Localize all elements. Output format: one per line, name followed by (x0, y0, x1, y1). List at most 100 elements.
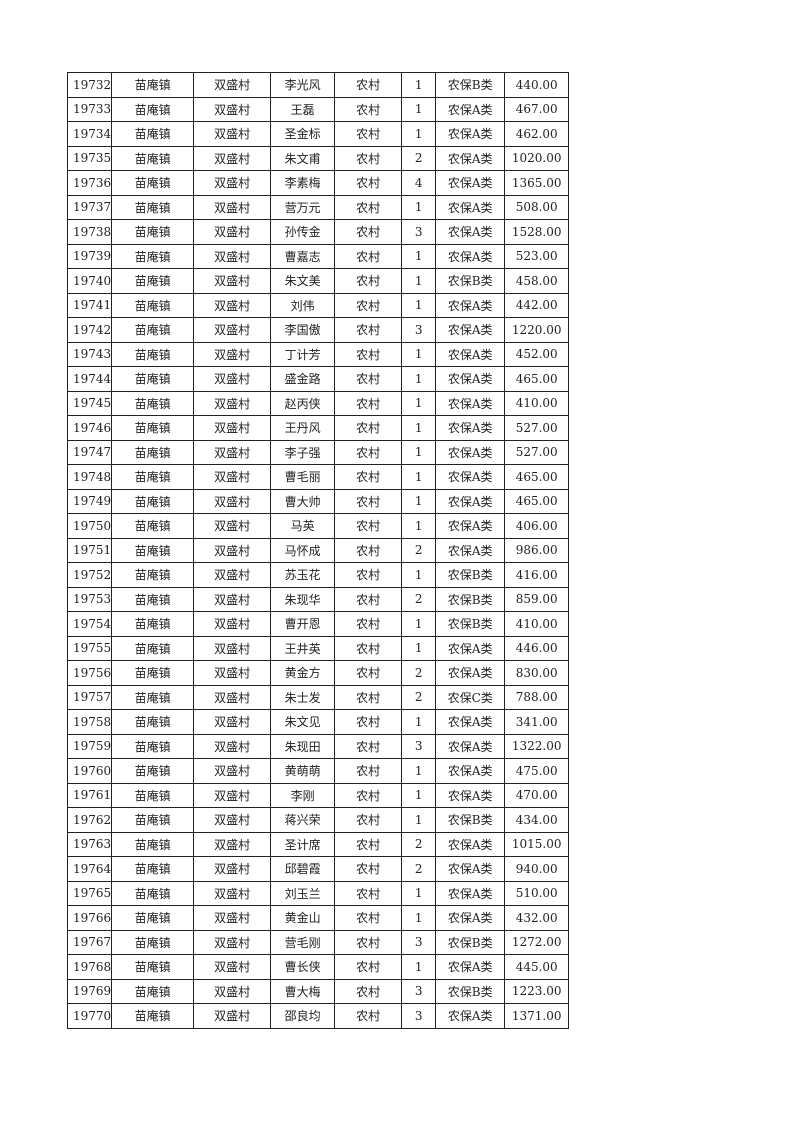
record-id-cell: 19745 (66, 390, 113, 416)
record-id-cell: 19749 (66, 488, 113, 514)
name-cell: 邵良均 (270, 1003, 336, 1029)
name-cell: 曹毛丽 (270, 464, 336, 490)
member-count-cell: 3 (401, 929, 437, 955)
village-cell: 双盛村 (193, 488, 272, 514)
village-cell: 双盛村 (193, 170, 272, 196)
table-row: 19764 苗庵镇 双盛村 邱碧霞 农村 2 农保A类 940.00 (66, 856, 570, 882)
table-row: 19736 苗庵镇 双盛村 李素梅 农村 4 农保A类 1365.00 (66, 170, 570, 196)
household-type-cell: 农村 (334, 390, 403, 416)
amount-cell: 1322.00 (504, 733, 570, 759)
member-count-cell: 2 (401, 831, 437, 857)
table-row: 19770 苗庵镇 双盛村 邵良均 农村 3 农保A类 1371.00 (66, 1003, 570, 1029)
town-cell: 苗庵镇 (111, 72, 195, 98)
household-type-cell: 农村 (334, 464, 403, 490)
village-cell: 双盛村 (193, 513, 272, 539)
amount-cell: 446.00 (504, 635, 570, 661)
household-type-cell: 农村 (334, 807, 403, 833)
table-row: 19755 苗庵镇 双盛村 王井英 农村 1 农保A类 446.00 (66, 635, 570, 661)
insurance-category-cell: 农保A类 (435, 856, 506, 882)
village-cell: 双盛村 (193, 317, 272, 343)
table-row: 19769 苗庵镇 双盛村 曹大梅 农村 3 农保B类 1223.00 (66, 978, 570, 1004)
household-type-cell: 农村 (334, 758, 403, 784)
amount-cell: 1015.00 (504, 831, 570, 857)
table-row: 19752 苗庵镇 双盛村 苏玉花 农村 1 农保B类 416.00 (66, 562, 570, 588)
table-row: 19765 苗庵镇 双盛村 刘玉兰 农村 1 农保A类 510.00 (66, 880, 570, 906)
town-cell: 苗庵镇 (111, 709, 195, 735)
member-count-cell: 1 (401, 243, 437, 269)
member-count-cell: 2 (401, 586, 437, 612)
village-cell: 双盛村 (193, 586, 272, 612)
record-id-cell: 19739 (66, 243, 113, 269)
town-cell: 苗庵镇 (111, 929, 195, 955)
village-cell: 双盛村 (193, 684, 272, 710)
household-type-cell: 农村 (334, 415, 403, 441)
insurance-category-cell: 农保A类 (435, 390, 506, 416)
table-row: 19741 苗庵镇 双盛村 刘伟 农村 1 农保A类 442.00 (66, 292, 570, 318)
village-cell: 双盛村 (193, 72, 272, 98)
amount-cell: 445.00 (504, 954, 570, 980)
table-row: 19750 苗庵镇 双盛村 马英 农村 1 农保A类 406.00 (66, 513, 570, 539)
amount-cell: 508.00 (504, 194, 570, 220)
village-cell: 双盛村 (193, 611, 272, 637)
insurance-category-cell: 农保B类 (435, 268, 506, 294)
amount-cell: 442.00 (504, 292, 570, 318)
insurance-category-cell: 农保A类 (435, 96, 506, 122)
household-type-cell: 农村 (334, 782, 403, 808)
town-cell: 苗庵镇 (111, 145, 195, 171)
amount-cell: 986.00 (504, 537, 570, 563)
record-id-cell: 19770 (66, 1003, 113, 1029)
village-cell: 双盛村 (193, 219, 272, 245)
town-cell: 苗庵镇 (111, 464, 195, 490)
member-count-cell: 1 (401, 488, 437, 514)
insurance-category-cell: 农保A类 (435, 341, 506, 367)
member-count-cell: 1 (401, 121, 437, 147)
table-row: 19743 苗庵镇 双盛村 丁计芳 农村 1 农保A类 452.00 (66, 341, 570, 367)
town-cell: 苗庵镇 (111, 978, 195, 1004)
amount-cell: 1528.00 (504, 219, 570, 245)
household-type-cell: 农村 (334, 439, 403, 465)
record-id-cell: 19732 (66, 72, 113, 98)
table-row: 19760 苗庵镇 双盛村 黄萌萌 农村 1 农保A类 475.00 (66, 758, 570, 784)
village-cell: 双盛村 (193, 366, 272, 392)
insurance-category-cell: 农保A类 (435, 513, 506, 539)
household-type-cell: 农村 (334, 488, 403, 514)
name-cell: 朱现华 (270, 586, 336, 612)
town-cell: 苗庵镇 (111, 807, 195, 833)
insurance-category-cell: 农保A类 (435, 880, 506, 906)
insurance-category-cell: 农保B类 (435, 978, 506, 1004)
table-row: 19761 苗庵镇 双盛村 李刚 农村 1 农保A类 470.00 (66, 782, 570, 808)
amount-cell: 527.00 (504, 415, 570, 441)
record-id-cell: 19752 (66, 562, 113, 588)
name-cell: 苏玉花 (270, 562, 336, 588)
town-cell: 苗庵镇 (111, 758, 195, 784)
table-row: 19767 苗庵镇 双盛村 营毛刚 农村 3 农保B类 1272.00 (66, 929, 570, 955)
insurance-category-cell: 农保A类 (435, 464, 506, 490)
village-cell: 双盛村 (193, 905, 272, 931)
member-count-cell: 1 (401, 513, 437, 539)
record-id-cell: 19735 (66, 145, 113, 171)
record-id-cell: 19736 (66, 170, 113, 196)
village-cell: 双盛村 (193, 709, 272, 735)
member-count-cell: 1 (401, 366, 437, 392)
record-id-cell: 19760 (66, 758, 113, 784)
insurance-category-cell: 农保A类 (435, 635, 506, 661)
insurance-category-cell: 农保B类 (435, 562, 506, 588)
member-count-cell: 3 (401, 219, 437, 245)
town-cell: 苗庵镇 (111, 268, 195, 294)
record-id-cell: 19762 (66, 807, 113, 833)
table-row: 19766 苗庵镇 双盛村 黄金山 农村 1 农保A类 432.00 (66, 905, 570, 931)
table-row: 19739 苗庵镇 双盛村 曹嘉志 农村 1 农保A类 523.00 (66, 243, 570, 269)
insurance-category-cell: 农保A类 (435, 782, 506, 808)
name-cell: 朱现田 (270, 733, 336, 759)
record-id-cell: 19759 (66, 733, 113, 759)
name-cell: 盛金路 (270, 366, 336, 392)
amount-cell: 462.00 (504, 121, 570, 147)
household-type-cell: 农村 (334, 72, 403, 98)
record-id-cell: 19750 (66, 513, 113, 539)
town-cell: 苗庵镇 (111, 170, 195, 196)
record-id-cell: 19748 (66, 464, 113, 490)
insurance-category-cell: 农保A类 (435, 292, 506, 318)
village-cell: 双盛村 (193, 831, 272, 857)
household-type-cell: 农村 (334, 366, 403, 392)
name-cell: 朱文美 (270, 268, 336, 294)
